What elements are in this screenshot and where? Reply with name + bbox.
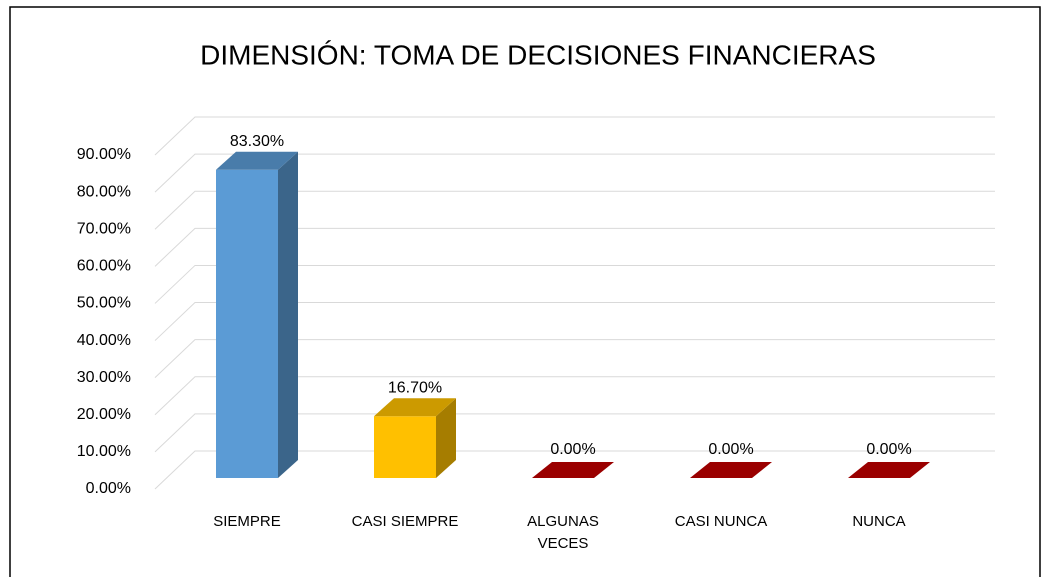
bar-top	[216, 151, 298, 170]
y-tick-label: 60.00%	[77, 258, 131, 275]
grid-line	[154, 339, 995, 379]
bar	[216, 151, 298, 479]
grid-line	[154, 302, 995, 341]
y-tick-label: 40.00%	[77, 332, 131, 349]
bar	[532, 462, 614, 478]
bar-top	[690, 462, 772, 478]
x-tick-label: CASI NUNCA	[674, 513, 768, 530]
bar-side	[436, 398, 456, 478]
bar	[374, 398, 456, 478]
grid-line	[154, 376, 995, 416]
grid-line	[154, 227, 995, 267]
bar	[690, 462, 772, 478]
value-label: 16.70%	[388, 379, 442, 396]
x-tick-label: SIEMPRE	[213, 513, 281, 530]
bar-front	[216, 169, 278, 479]
grid-line	[154, 413, 995, 453]
bar-top	[374, 398, 456, 417]
y-tick-label: 0.00%	[86, 480, 131, 497]
y-tick-label: 50.00%	[77, 295, 131, 312]
value-label: 83.30%	[230, 133, 284, 150]
value-label: 0.00%	[550, 441, 595, 458]
grid-line	[154, 264, 995, 304]
value-label: 0.00%	[708, 441, 753, 458]
x-tick-label: NUNCA	[852, 513, 906, 530]
x-tick-label: ALGUNAS VECES	[527, 513, 599, 552]
value-label: 0.00%	[866, 441, 911, 458]
y-tick-label: 90.00%	[77, 146, 131, 163]
bar-top	[848, 462, 930, 478]
chart-title: DIMENSIÓN: TOMA DE DECISIONES FINANCIERA…	[200, 39, 876, 70]
grid-line	[154, 450, 995, 490]
grid-line	[154, 153, 995, 193]
y-tick-label: 70.00%	[77, 220, 131, 237]
bar-top	[532, 462, 614, 478]
bar-side	[278, 151, 298, 479]
y-tick-label: 10.00%	[77, 443, 131, 460]
y-tick-label: 30.00%	[77, 369, 131, 386]
y-tick-label: 20.00%	[77, 406, 131, 423]
bar	[848, 462, 930, 478]
bar-front	[374, 416, 436, 478]
chart-frame	[9, 6, 1041, 577]
x-tick-label: CASI SIEMPRE	[351, 513, 459, 530]
grid-line	[154, 190, 995, 230]
y-tick-label: 80.00%	[77, 183, 131, 200]
grid-line	[154, 116, 995, 156]
